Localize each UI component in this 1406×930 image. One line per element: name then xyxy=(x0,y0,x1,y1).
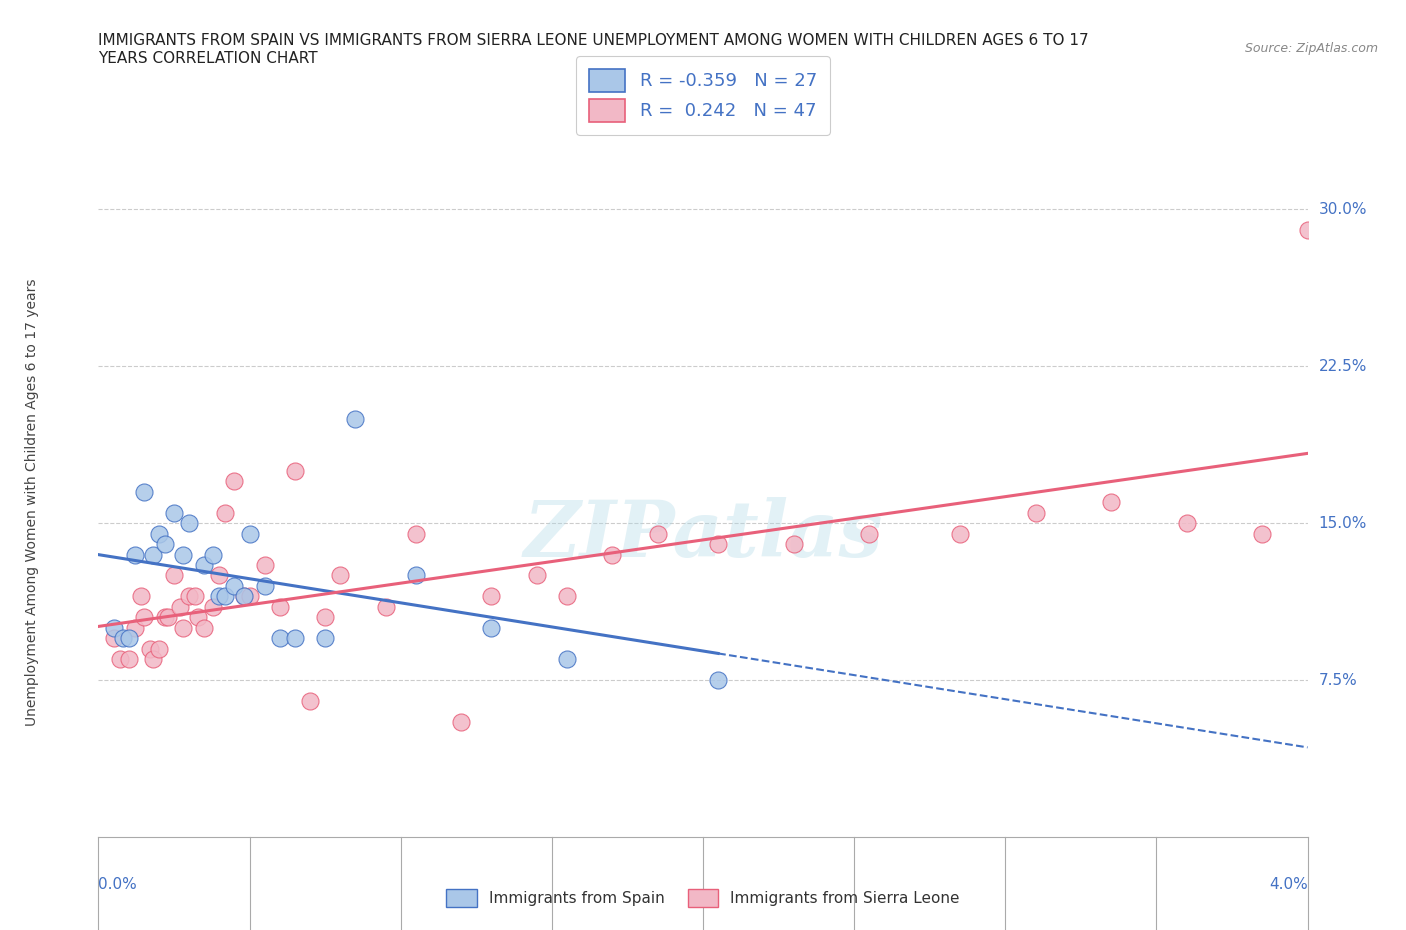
Legend: Immigrants from Spain, Immigrants from Sierra Leone: Immigrants from Spain, Immigrants from S… xyxy=(440,884,966,913)
Point xyxy=(108,652,131,667)
Point xyxy=(156,610,179,625)
Point xyxy=(858,526,880,541)
Point xyxy=(314,610,336,625)
Point xyxy=(600,547,623,562)
Point xyxy=(253,558,276,573)
Point xyxy=(647,526,669,541)
Point xyxy=(344,411,367,426)
Point xyxy=(314,631,336,645)
Point xyxy=(208,568,231,583)
Point xyxy=(111,631,134,645)
Point xyxy=(1175,516,1198,531)
Point xyxy=(214,505,236,520)
Point xyxy=(172,620,194,635)
Point xyxy=(707,537,730,551)
Point xyxy=(163,568,186,583)
Point xyxy=(142,547,165,562)
Point xyxy=(481,620,503,635)
Point xyxy=(118,631,141,645)
Point xyxy=(139,642,162,657)
Point xyxy=(172,547,194,562)
Text: Unemployment Among Women with Children Ages 6 to 17 years: Unemployment Among Women with Children A… xyxy=(25,278,39,726)
Point xyxy=(405,568,427,583)
Point xyxy=(132,610,155,625)
Point xyxy=(202,547,225,562)
Point xyxy=(177,589,201,604)
Point xyxy=(124,620,146,635)
Point xyxy=(132,485,155,499)
Point xyxy=(239,526,262,541)
Text: 0.0%: 0.0% xyxy=(98,877,138,892)
Point xyxy=(949,526,972,541)
Point xyxy=(1024,505,1046,520)
Point xyxy=(214,589,236,604)
Text: IMMIGRANTS FROM SPAIN VS IMMIGRANTS FROM SIERRA LEONE UNEMPLOYMENT AMONG WOMEN W: IMMIGRANTS FROM SPAIN VS IMMIGRANTS FROM… xyxy=(98,33,1090,47)
Point xyxy=(374,600,396,615)
Point xyxy=(184,589,207,604)
Text: Source: ZipAtlas.com: Source: ZipAtlas.com xyxy=(1244,42,1378,55)
Point xyxy=(193,558,215,573)
Point xyxy=(187,610,209,625)
Point xyxy=(239,589,262,604)
Text: ZIPatlas: ZIPatlas xyxy=(523,498,883,574)
Legend: R = -0.359   N = 27, R =  0.242   N = 47: R = -0.359 N = 27, R = 0.242 N = 47 xyxy=(576,56,830,135)
Point xyxy=(103,631,125,645)
Point xyxy=(163,505,186,520)
Point xyxy=(298,694,321,709)
Point xyxy=(269,600,291,615)
Text: 22.5%: 22.5% xyxy=(1319,359,1367,374)
Point xyxy=(481,589,503,604)
Point xyxy=(142,652,165,667)
Point xyxy=(202,600,225,615)
Point xyxy=(450,714,472,729)
Point xyxy=(555,589,578,604)
Point xyxy=(118,652,141,667)
Point xyxy=(103,620,125,635)
Point xyxy=(193,620,215,635)
Point xyxy=(124,547,146,562)
Point xyxy=(169,600,191,615)
Point xyxy=(148,642,170,657)
Point xyxy=(232,589,254,604)
Point xyxy=(329,568,352,583)
Point xyxy=(526,568,548,583)
Point xyxy=(253,578,276,593)
Point xyxy=(555,652,578,667)
Point xyxy=(284,463,307,478)
Point xyxy=(224,578,246,593)
Point xyxy=(208,589,231,604)
Point xyxy=(148,526,170,541)
Point xyxy=(129,589,152,604)
Text: YEARS CORRELATION CHART: YEARS CORRELATION CHART xyxy=(98,51,318,66)
Point xyxy=(1296,223,1319,238)
Point xyxy=(153,537,176,551)
Text: 7.5%: 7.5% xyxy=(1319,672,1357,687)
Point xyxy=(177,516,201,531)
Text: 30.0%: 30.0% xyxy=(1319,202,1367,217)
Point xyxy=(284,631,307,645)
Text: 4.0%: 4.0% xyxy=(1268,877,1308,892)
Text: 15.0%: 15.0% xyxy=(1319,515,1367,531)
Point xyxy=(153,610,176,625)
Point xyxy=(232,589,254,604)
Point xyxy=(1251,526,1274,541)
Point xyxy=(405,526,427,541)
Point xyxy=(224,474,246,489)
Point xyxy=(269,631,291,645)
Point xyxy=(707,672,730,687)
Point xyxy=(1099,495,1122,510)
Point xyxy=(782,537,804,551)
